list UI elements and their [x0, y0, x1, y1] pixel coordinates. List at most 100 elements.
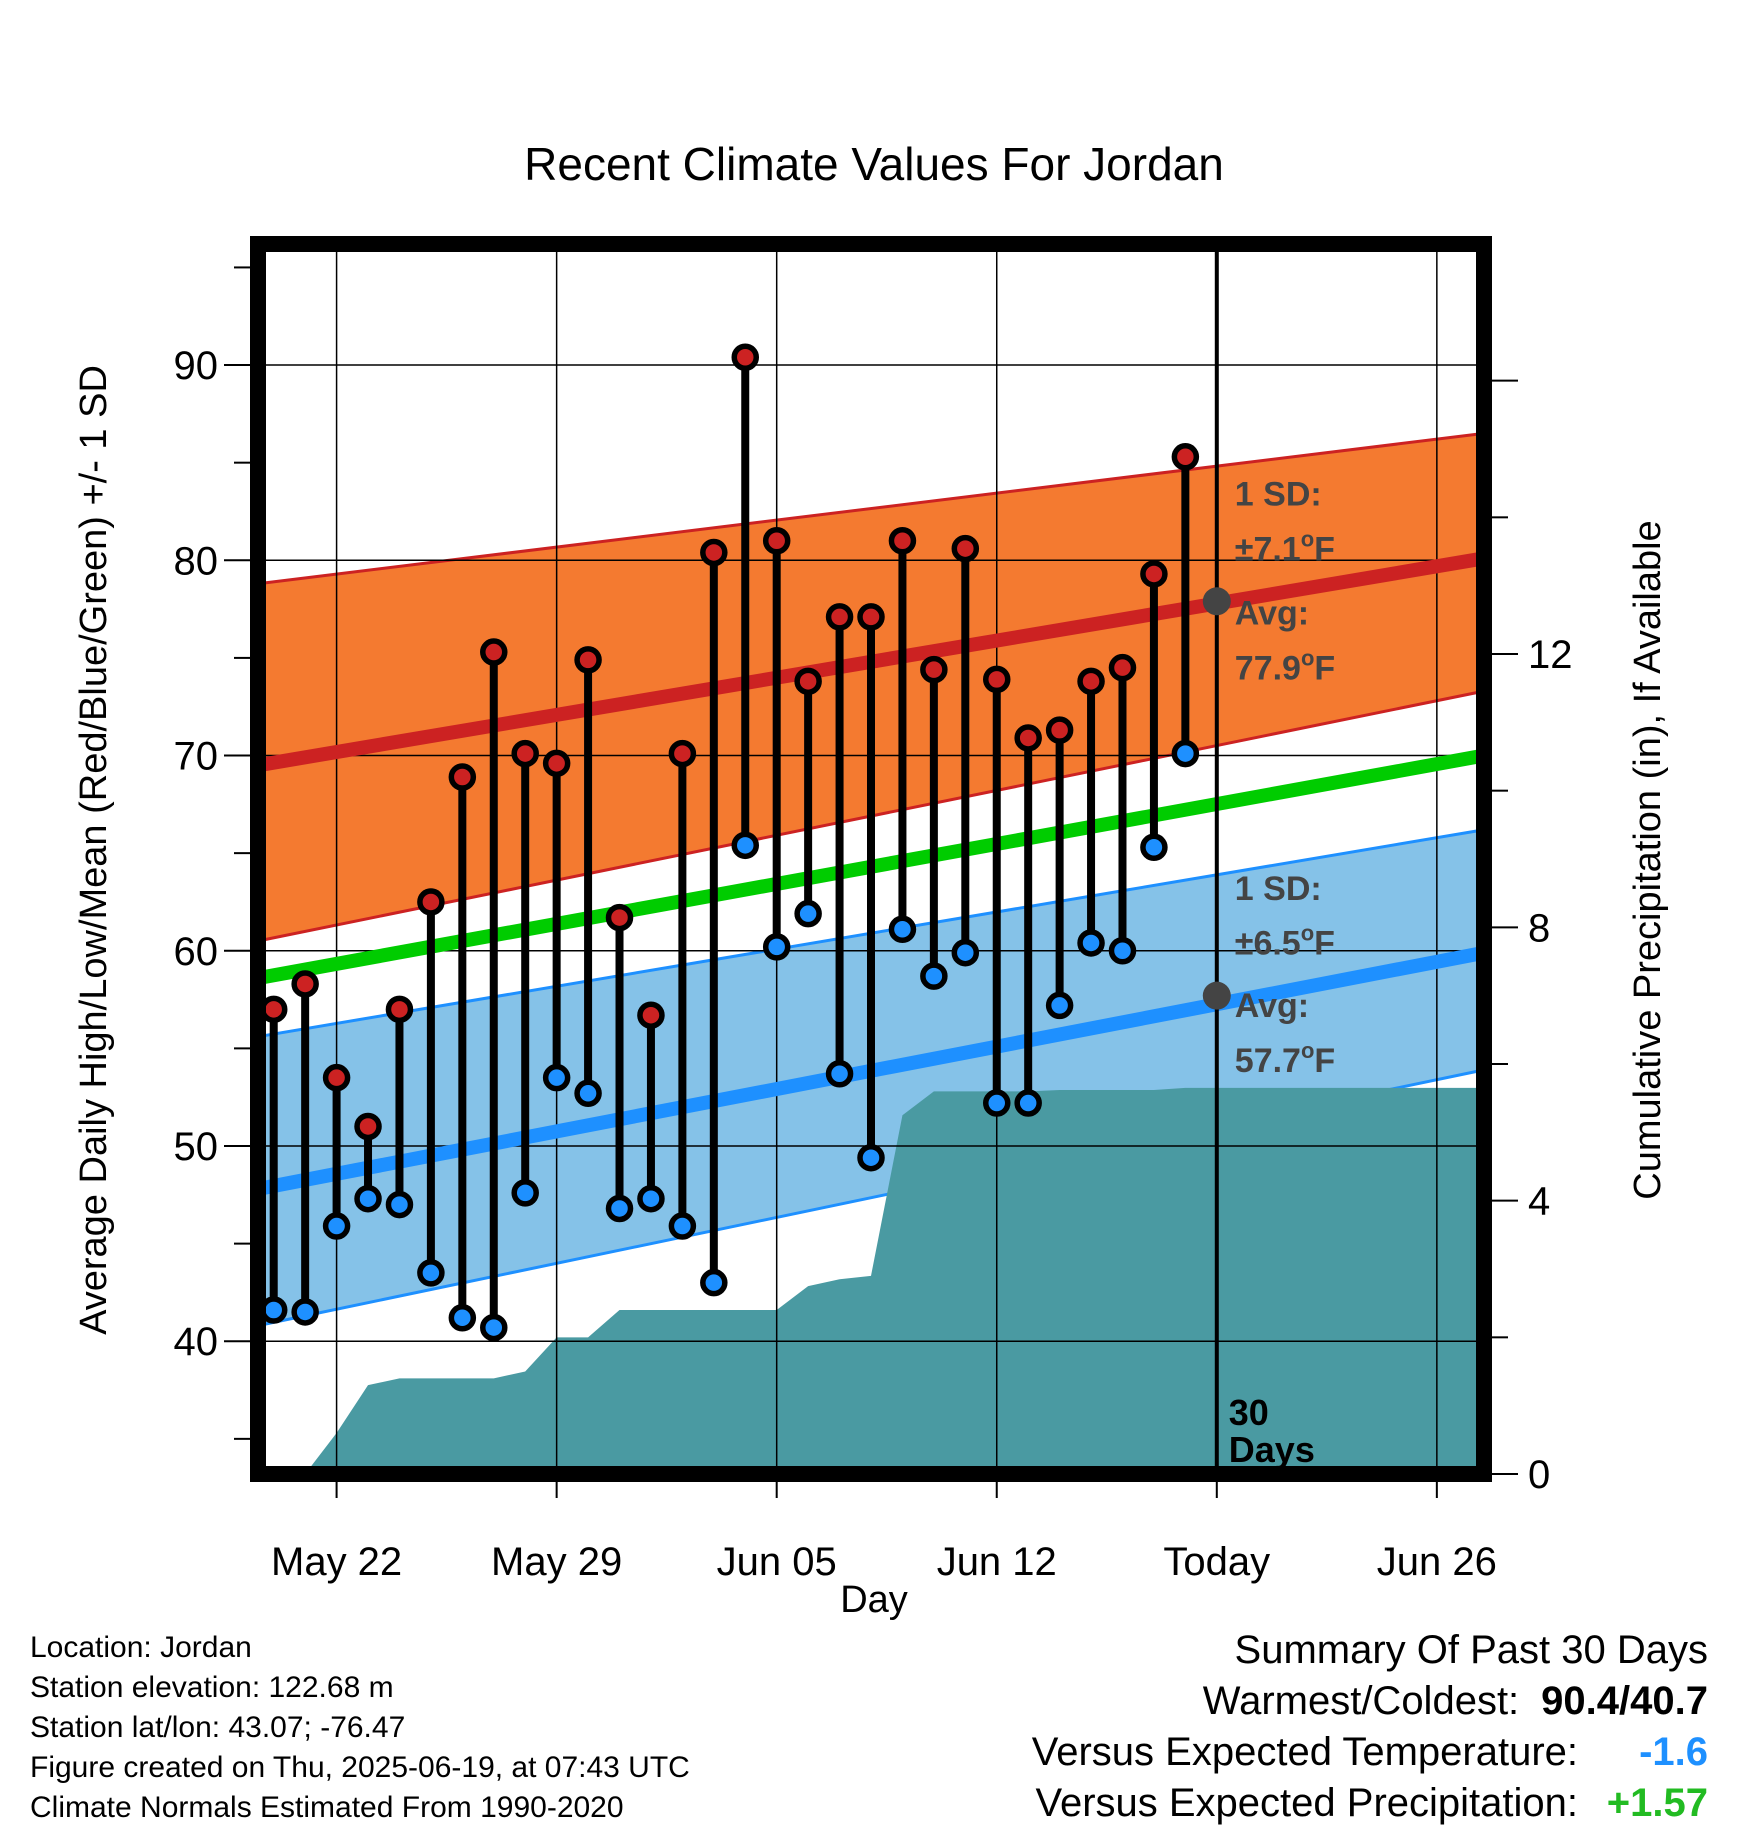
low-point: [259, 1296, 288, 1324]
high-point: [354, 1112, 382, 1141]
low-point: [857, 1143, 885, 1172]
days-label: Days: [1229, 1429, 1315, 1470]
low-avg-label: Avg:: [1235, 987, 1309, 1025]
low-point: [605, 1194, 634, 1223]
x-tick-label: May 29: [491, 1540, 622, 1584]
low-point: [951, 938, 980, 967]
high-point: [825, 603, 854, 631]
y2-tick-label: 8: [1528, 906, 1550, 950]
low-point: [448, 1304, 477, 1332]
low-point: [668, 1212, 697, 1240]
y-tick-label: 50: [174, 1125, 219, 1169]
high-point: [857, 603, 885, 631]
high-point: [417, 888, 445, 916]
y-tick-label: 70: [174, 735, 219, 779]
high-sd-upper-edge: [257, 431, 1485, 586]
low-point: [291, 1298, 319, 1326]
high-point: [888, 527, 917, 555]
low-point: [825, 1060, 854, 1088]
high-point: [574, 646, 602, 674]
high-point: [542, 749, 571, 778]
low-point: [1014, 1089, 1042, 1117]
low-point: [982, 1089, 1011, 1117]
high-point: [794, 667, 822, 696]
low-point: [762, 933, 791, 961]
low-point: [1171, 739, 1200, 768]
summary-title: Summary Of Past 30 Days: [1234, 1628, 1708, 1672]
precip-vs-expected-value: +1.57: [1606, 1781, 1708, 1825]
x-tick-label: Jun 05: [717, 1540, 837, 1584]
low-point: [700, 1268, 728, 1297]
low-point: [731, 831, 760, 860]
y-axis-label: Average Daily High/Low/Mean (Red/Blue/Gr…: [73, 365, 115, 1335]
plot-frame: [250, 236, 1492, 1482]
precip-vs-expected-label: Versus Expected Precipitation:: [1035, 1781, 1578, 1825]
low-avg-value: 57.7oF: [1235, 1038, 1335, 1080]
y-tick-label: 90: [174, 344, 219, 388]
x-axis-label: Day: [840, 1579, 908, 1620]
high-point: [322, 1063, 351, 1092]
y2-tick-label: 0: [1528, 1453, 1550, 1497]
high-avg-label: Avg:: [1235, 595, 1309, 633]
elevation-text: Station elevation: 122.68 m: [30, 1671, 394, 1704]
high-point: [951, 534, 980, 563]
high-point: [731, 343, 760, 371]
y2-axis-label: Cumulative Precipitation (in), If Availa…: [1627, 520, 1669, 1199]
high-avg-value: 77.9oF: [1235, 645, 1335, 687]
y-tick-label: 60: [174, 930, 219, 974]
low-point: [511, 1179, 539, 1207]
today-high-avg-marker: [1202, 587, 1231, 616]
high-point: [511, 739, 539, 768]
latlon-text: Station lat/lon: 43.07; -76.47: [30, 1711, 406, 1744]
low-point: [637, 1184, 665, 1213]
precip-area: [273, 1087, 1484, 1474]
precip-vs-expected-row: Versus Expected Precipitation: +1.57: [1032, 1778, 1708, 1829]
temp-vs-expected-value: -1.6: [1639, 1730, 1708, 1774]
high-sd-value: ±7.1oF: [1235, 526, 1335, 568]
x-tick-label: Today: [1163, 1540, 1270, 1584]
low-point: [1045, 991, 1074, 1020]
chart-title: Recent Climate Values For Jordan: [524, 138, 1224, 190]
low-point: [542, 1063, 571, 1092]
high-point: [637, 1001, 665, 1029]
warmest-coldest-label: Warmest/Coldest:: [1202, 1679, 1520, 1723]
y2-tick-label: 12: [1528, 633, 1573, 677]
x-tick-label: Jun 12: [937, 1540, 1057, 1584]
station-info: Location: Jordan Station elevation: 122.…: [30, 1628, 690, 1828]
high-point: [1171, 443, 1200, 471]
high-point: [448, 763, 477, 791]
low-point: [480, 1313, 508, 1342]
temp-vs-expected-label: Versus Expected Temperature:: [1031, 1730, 1578, 1774]
low-sd-label: 1 SD:: [1235, 870, 1322, 908]
summary-panel: Summary Of Past 30 Days Warmest/Coldest:…: [1032, 1625, 1708, 1829]
high-point: [1014, 724, 1042, 752]
y-tick-label: 80: [174, 539, 219, 583]
high-sd-label: 1 SD:: [1235, 476, 1322, 514]
high-point: [762, 527, 791, 555]
high-point: [700, 538, 728, 567]
temp-vs-expected-row: Versus Expected Temperature: -1.6: [1032, 1727, 1708, 1778]
high-point: [920, 655, 948, 684]
y-tick-label: 40: [174, 1320, 219, 1364]
plot-area: 1 SD: ±7.1oF Avg: 77.9oF 1 SD: ±6.5oF Avg: 57.7…: [174, 236, 1573, 1584]
low-point: [322, 1212, 351, 1240]
low-point: [385, 1190, 414, 1219]
low-point: [1077, 929, 1105, 957]
high-point: [1108, 653, 1137, 682]
low-point: [354, 1184, 382, 1213]
high-point: [1045, 716, 1074, 744]
high-point: [291, 970, 319, 998]
low-point: [794, 899, 822, 928]
high-point: [605, 903, 634, 932]
high-point: [385, 995, 414, 1024]
high-point: [480, 638, 508, 666]
x-tick-label: Jun 26: [1377, 1540, 1497, 1584]
warmest-coldest-row: Warmest/Coldest: 90.4/40.7: [1032, 1676, 1708, 1727]
normals-text: Climate Normals Estimated From 1990-2020: [30, 1791, 624, 1824]
high-point: [1077, 667, 1105, 696]
high-point: [982, 665, 1011, 694]
low-point: [920, 962, 948, 990]
y2-tick-label: 4: [1528, 1180, 1550, 1224]
high-point: [259, 995, 288, 1024]
low-point: [888, 915, 917, 944]
